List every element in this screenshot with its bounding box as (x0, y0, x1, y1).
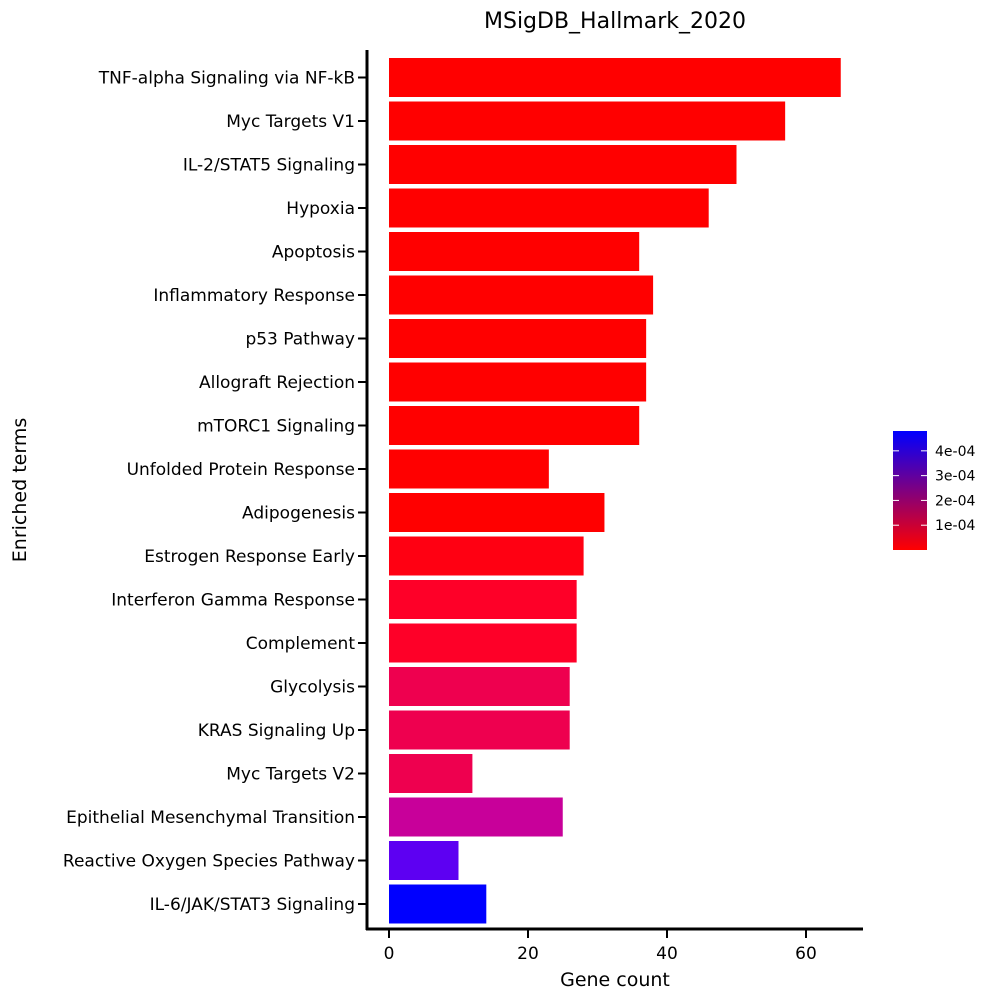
bar (389, 188, 709, 228)
bar (389, 754, 473, 793)
bar (389, 58, 841, 97)
y-tick-label: Epithelial Mesenchymal Transition (66, 808, 355, 828)
bar (389, 449, 549, 489)
y-tick-label: TNF-alpha Signaling via NF-kB (98, 69, 355, 89)
y-tick-label: Adipogenesis (242, 504, 355, 524)
y-tick-label: Complement (246, 634, 356, 654)
y-tick-label: Apoptosis (272, 243, 355, 263)
y-tick-label: KRAS Signaling Up (198, 721, 355, 741)
chart-title: MSigDB_Hallmark_2020 (484, 9, 746, 34)
colorbar-tick-label: 2e-04 (935, 493, 975, 509)
colorbar-tick-label: 1e-04 (935, 518, 975, 534)
bar (389, 797, 563, 837)
bar (389, 145, 737, 184)
x-axis-label: Gene count (560, 969, 670, 991)
bar (389, 841, 459, 880)
y-tick-label: Myc Targets V2 (226, 765, 355, 785)
x-tick-label: 0 (384, 944, 395, 964)
y-tick-label: Inflammatory Response (153, 286, 355, 306)
bar (389, 275, 654, 315)
y-tick-label: Interferon Gamma Response (111, 591, 355, 611)
y-axis-label: Enriched terms (9, 418, 31, 562)
bar (389, 319, 647, 358)
bar (389, 667, 570, 706)
y-tick-label: IL-6/JAK/STAT3 Signaling (150, 895, 355, 915)
bar (389, 101, 786, 141)
x-axis-ticks: 0 20 40 60 (384, 929, 817, 964)
bar (389, 536, 584, 576)
x-tick-label: 40 (656, 944, 678, 964)
colorbar-tick-label: 4e-04 (935, 444, 975, 460)
colorbar (893, 431, 927, 550)
y-tick-label: Glycolysis (270, 678, 355, 698)
y-axis-ticks: TNF-alpha Signaling via NF-kB Myc Targets… (63, 69, 367, 915)
x-tick-label: 60 (795, 944, 817, 964)
y-tick-label: IL-2/STAT5 Signaling (183, 156, 355, 176)
bars-group (389, 58, 841, 924)
y-tick-label: Myc Targets V1 (226, 112, 355, 132)
bar (389, 884, 487, 924)
bar (389, 406, 640, 445)
y-tick-label: mTORC1 Signaling (197, 417, 355, 437)
bar (389, 493, 605, 532)
y-tick-label: Estrogen Response Early (144, 547, 355, 567)
bar (389, 580, 577, 619)
y-tick-label: Hypoxia (286, 199, 355, 219)
bar (389, 362, 647, 402)
bar (389, 623, 577, 663)
bar (389, 710, 570, 750)
y-tick-label: p53 Pathway (245, 330, 355, 350)
bar (389, 232, 640, 271)
x-tick-label: 20 (517, 944, 539, 964)
y-tick-label: Unfolded Protein Response (127, 460, 355, 480)
y-tick-label: Reactive Oxygen Species Pathway (63, 852, 355, 872)
colorbar-tick-label: 3e-04 (935, 469, 975, 485)
color-legend: 1e-04 2e-04 3e-04 4e-04 (893, 431, 975, 550)
y-tick-label: Allograft Rejection (199, 373, 355, 393)
